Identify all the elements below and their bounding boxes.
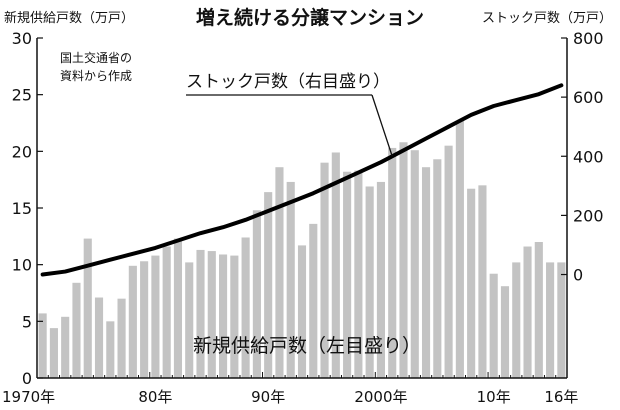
bar-1984: [196, 249, 205, 378]
stock-line: [40, 83, 564, 277]
bar-1992: [286, 181, 295, 378]
bar-1978: [128, 265, 137, 378]
right-tick-label-0: 0: [573, 266, 583, 285]
bar-2016: [557, 262, 566, 378]
bar-1998: [354, 170, 363, 378]
x-tick-label-2000: 2000年: [354, 388, 407, 406]
bar-series-label: 新規供給戸数（左目盛り）: [193, 335, 421, 357]
bar-2002: [399, 142, 408, 378]
chart-title: 増え続ける分譲マンション: [196, 6, 424, 29]
bar-1980: [151, 255, 160, 378]
bar-2010: [489, 273, 498, 378]
bar-2007: [455, 120, 464, 378]
bar-1975: [94, 297, 104, 378]
bar-2009: [478, 185, 487, 378]
bar-2001: [388, 147, 397, 378]
bar-1988: [241, 237, 250, 378]
bar-1990: [264, 192, 273, 378]
left-tick-label-20: 20: [12, 142, 32, 161]
source-note-line-2: 資料から作成: [60, 69, 132, 83]
bar-1970: [38, 313, 47, 378]
bar-1979: [140, 261, 149, 378]
x-tick-label-2010: 10年: [477, 388, 511, 406]
left-tick-label-15: 15: [12, 199, 32, 218]
right-tick-label-200: 200: [573, 206, 604, 225]
bar-1997: [343, 171, 352, 378]
right-tick-label-600: 600: [573, 88, 604, 107]
left-tick-label-5: 5: [22, 312, 32, 331]
bar-2005: [433, 159, 442, 378]
right-tick-label-800: 800: [573, 29, 604, 48]
bar-1985: [207, 251, 216, 378]
bar-2015: [546, 262, 555, 378]
right-axis-label: ストック戸数（万戸）: [482, 11, 612, 26]
left-tick-label-25: 25: [12, 86, 32, 105]
right-tick-label-400: 400: [573, 147, 604, 166]
bar-2004: [421, 167, 431, 378]
bar-1993: [297, 245, 307, 378]
left-axis-label: 新規供給戸数（万戸）: [4, 10, 134, 26]
bar-2012: [512, 262, 521, 378]
left-tick-label-30: 30: [12, 29, 32, 48]
bar-1981: [162, 246, 171, 378]
stock-series-label: ストック戸数（右目盛り）: [186, 72, 390, 92]
bar-2000: [376, 181, 385, 378]
bar-1972: [61, 316, 70, 378]
source-note-line-1: 国土交通省の: [60, 50, 132, 65]
bar-1995: [320, 162, 329, 378]
bar-2013: [523, 246, 532, 378]
left-tick-label-0: 0: [22, 369, 32, 388]
bar-1977: [117, 298, 126, 378]
bar-1994: [309, 223, 318, 378]
bar-1971: [49, 328, 58, 378]
x-tick-label-1990: 90年: [251, 388, 285, 406]
x-tick-label-1980: 80年: [138, 388, 172, 406]
bar-2008: [467, 188, 476, 378]
stock-label-leader: [371, 94, 393, 157]
bar-2006: [444, 145, 453, 378]
bar-1987: [230, 255, 239, 378]
bar-1991: [275, 167, 284, 378]
left-tick-label-10: 10: [12, 256, 32, 275]
bar-1976: [106, 321, 115, 378]
plot-area: 0 5 10 15 20 25 30 0 200 400 600 800 1970年 80年 90年 2000…: [2, 29, 604, 406]
bar-1982: [173, 238, 183, 378]
bar-2003: [410, 150, 419, 378]
bar-1989: [252, 210, 261, 378]
x-tick-label-2016: 16年: [544, 388, 578, 406]
bar-1983: [185, 262, 194, 378]
bar-1974: [83, 238, 92, 378]
bar-2011: [500, 286, 510, 378]
bar-2014: [534, 242, 543, 378]
bar-1973: [72, 282, 81, 378]
bar-1986: [219, 254, 228, 378]
x-tick-label-1970: 1970年: [2, 388, 55, 406]
bar-1999: [365, 186, 374, 378]
bar-1996: [331, 152, 340, 378]
